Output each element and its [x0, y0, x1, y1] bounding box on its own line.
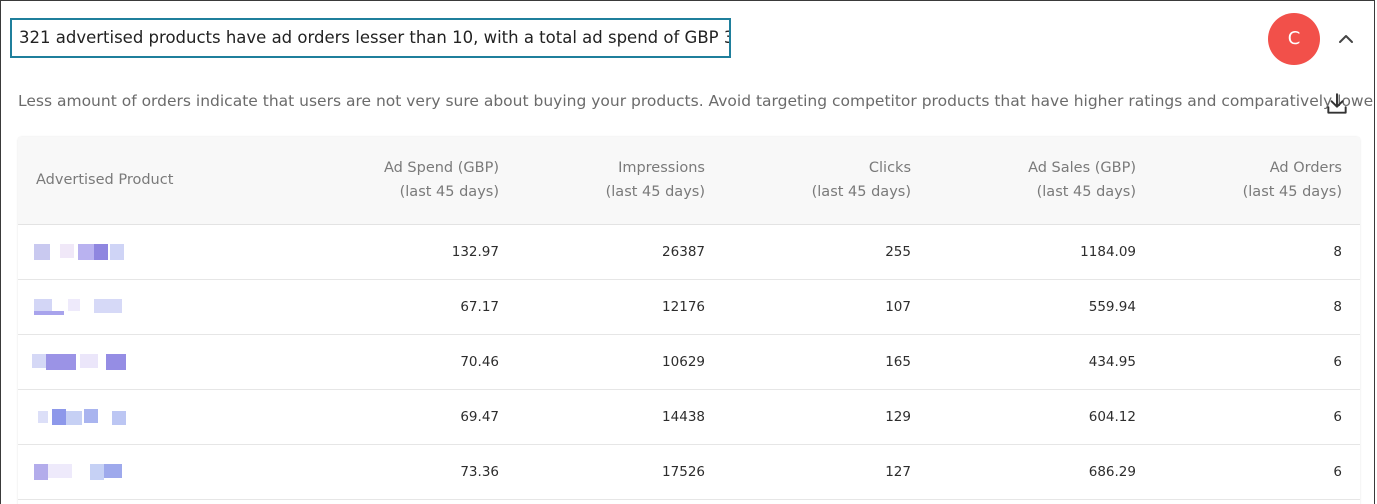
- cell-ad-spend: 132.97: [298, 224, 517, 280]
- cell-clicks: 165: [723, 334, 929, 390]
- cell-ad-orders: 8: [1154, 224, 1360, 280]
- user-avatar[interactable]: C: [1268, 13, 1320, 65]
- blurred-product-image: [38, 408, 126, 425]
- column-header-ad-sales[interactable]: Ad Sales (GBP) (last 45 days): [929, 137, 1154, 225]
- chevron-up-icon[interactable]: [1334, 27, 1358, 51]
- blurred-product-image: [32, 353, 126, 370]
- cell-ad-spend: 70.46: [298, 334, 517, 390]
- cell-clicks: 255: [723, 224, 929, 280]
- blurred-product-image: [34, 298, 122, 315]
- cell-ad-sales: 604.12: [929, 389, 1154, 445]
- table-header-row: Advertised Product Ad Spend (GBP) (last 4…: [18, 137, 1360, 225]
- product-thumbnail[interactable]: [18, 224, 298, 280]
- cell-impressions: 10629: [517, 334, 723, 390]
- table-row[interactable]: 132.97 26387 255 1184.09 8: [18, 224, 1360, 280]
- cell-ad-spend: 73.36: [298, 444, 517, 500]
- column-header-clicks[interactable]: Clicks (last 45 days): [723, 137, 929, 225]
- cell-impressions: 14438: [517, 389, 723, 445]
- products-table-card: Advertised Product Ad Spend (GBP) (last 4…: [18, 137, 1360, 504]
- cell-ad-sales: 434.95: [929, 334, 1154, 390]
- cell-impressions: 12176: [517, 279, 723, 335]
- download-icon[interactable]: [1324, 91, 1350, 117]
- cell-ad-spend: 67.17: [298, 279, 517, 335]
- cell-impressions: 26387: [517, 224, 723, 280]
- cell-clicks: 107: [723, 279, 929, 335]
- cell-ad-orders: 6: [1154, 444, 1360, 500]
- cell-ad-orders: 6: [1154, 334, 1360, 390]
- product-thumbnail[interactable]: [18, 279, 298, 335]
- blurred-product-image: [34, 463, 122, 480]
- products-table: Advertised Product Ad Spend (GBP) (last 4…: [18, 137, 1360, 500]
- table-row[interactable]: 67.17 12176 107 559.94 8: [18, 279, 1360, 335]
- cell-clicks: 127: [723, 444, 929, 500]
- cell-clicks: 129: [723, 389, 929, 445]
- product-thumbnail[interactable]: [18, 389, 298, 445]
- column-header-ad-orders[interactable]: Ad Orders (last 45 days): [1154, 137, 1360, 225]
- table-row[interactable]: 73.36 17526 127 686.29 6: [18, 444, 1360, 500]
- product-thumbnail[interactable]: [18, 444, 298, 500]
- cell-ad-orders: 8: [1154, 279, 1360, 335]
- table-row[interactable]: 70.46 10629 165 434.95 6: [18, 334, 1360, 390]
- table-row[interactable]: 69.47 14438 129 604.12 6: [18, 389, 1360, 445]
- cell-ad-sales: 559.94: [929, 279, 1154, 335]
- cell-ad-sales: 686.29: [929, 444, 1154, 500]
- column-header-advertised-product[interactable]: Advertised Product: [18, 137, 298, 225]
- blurred-product-image: [34, 243, 124, 260]
- cell-ad-sales: 1184.09: [929, 224, 1154, 280]
- column-header-ad-spend[interactable]: Ad Spend (GBP) (last 45 days): [298, 137, 517, 225]
- cell-ad-orders: 6: [1154, 389, 1360, 445]
- column-header-impressions[interactable]: Impressions (last 45 days): [517, 137, 723, 225]
- insight-headline: 321 advertised products have ad orders l…: [10, 18, 731, 58]
- product-thumbnail[interactable]: [18, 334, 298, 390]
- insight-description: Less amount of orders indicate that user…: [18, 92, 1375, 110]
- cell-impressions: 17526: [517, 444, 723, 500]
- cell-ad-spend: 69.47: [298, 389, 517, 445]
